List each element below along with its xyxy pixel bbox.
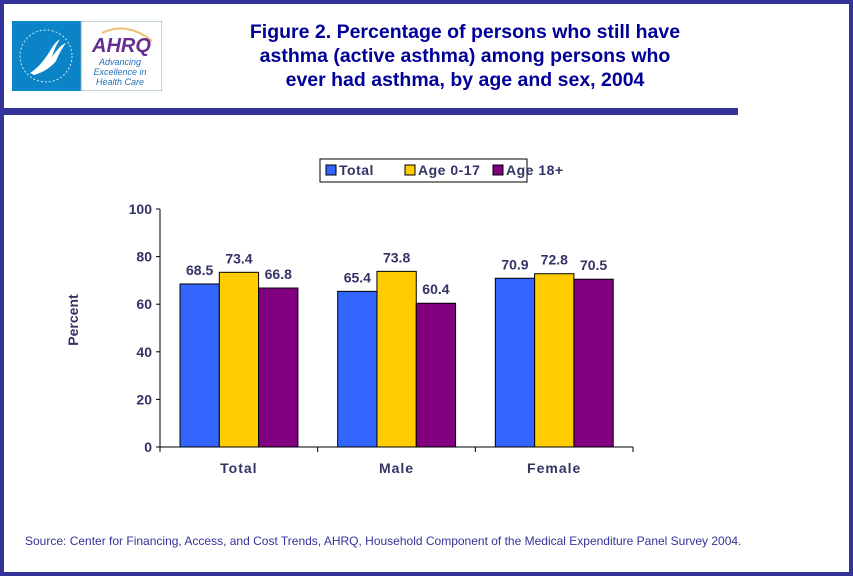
svg-text:Excellence in: Excellence in: [93, 67, 146, 77]
legend-label: Age 0-17: [418, 162, 480, 178]
legend-swatch: [404, 164, 416, 176]
title-line: asthma (active asthma) among persons who: [259, 45, 671, 67]
y-tick-label: 40: [136, 344, 152, 360]
bar: [337, 290, 378, 448]
legend-label: Age 18+: [506, 162, 564, 178]
svg-text:AHRQ: AHRQ: [91, 35, 151, 57]
bar: [573, 278, 614, 448]
data-label: 70.5: [580, 257, 607, 273]
data-label: 60.4: [422, 281, 449, 297]
title-line: Figure 2. Percentage of persons who stil…: [249, 21, 681, 43]
chart-title: Figure 2. Percentage of persons who stil…: [220, 20, 710, 92]
title-line: ever had asthma, by age and sex, 2004: [285, 69, 645, 91]
data-label: 73.8: [383, 249, 410, 265]
data-label: 68.5: [186, 262, 213, 278]
ahrq-logo: AHRQ Advancing Excellence in Health Care: [12, 21, 162, 91]
svg-text:Health Care: Health Care: [96, 77, 144, 87]
data-label: 72.8: [541, 252, 568, 268]
y-tick-label: 20: [136, 391, 152, 407]
legend-label: Total: [339, 162, 374, 178]
bar: [494, 277, 536, 448]
y-tick-label: 100: [129, 201, 153, 217]
source-note: Source: Center for Financing, Access, an…: [25, 534, 742, 548]
bar: [218, 271, 260, 448]
data-label: 65.4: [344, 269, 371, 285]
x-tick-label: Male: [379, 460, 414, 476]
y-tick-label: 60: [136, 296, 152, 312]
bar: [415, 302, 457, 448]
data-label: 70.9: [501, 256, 528, 272]
x-tick-label: Total: [220, 460, 257, 476]
data-label: 66.8: [265, 266, 292, 282]
bar: [179, 283, 220, 448]
y-tick-label: 0: [144, 439, 152, 455]
bars: 68.5 73.4 66.8 65.4 73.8 60.4 70.9 72.8 70.5: [179, 249, 614, 448]
header-divider: [0, 108, 738, 115]
bar: [258, 287, 299, 448]
x-tick-label: Female: [527, 460, 581, 476]
legend: Total Age 0-17 Age 18+: [319, 158, 564, 183]
svg-text:Advancing: Advancing: [98, 57, 141, 67]
y-axis-label: Percent: [65, 294, 81, 346]
legend-box: [319, 158, 528, 183]
bar: [376, 270, 417, 448]
legend-swatch: [325, 164, 337, 176]
data-label: 73.4: [225, 250, 252, 266]
bar: [534, 273, 575, 448]
legend-swatch: [492, 164, 504, 176]
y-tick-label: 80: [136, 249, 152, 265]
